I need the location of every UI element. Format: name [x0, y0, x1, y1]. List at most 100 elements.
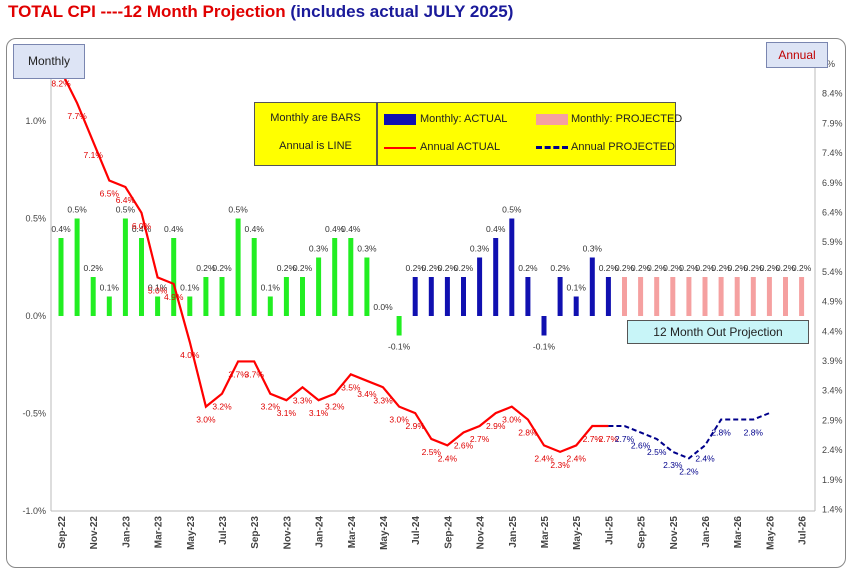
- y-right-tick-label: 8.4%: [822, 89, 843, 99]
- monthly-bar: [139, 238, 144, 316]
- projection-box: 12 Month Out Projection: [627, 320, 809, 344]
- annual-data-label: 2.5%: [422, 447, 442, 457]
- x-tick-label: Nov-23: [282, 516, 293, 550]
- legend-monthly-actual: Monthly: ACTUAL: [420, 113, 508, 125]
- y-right-tick-label: 4.4%: [822, 326, 843, 336]
- monthly-bar-label: 0.4%: [486, 224, 506, 234]
- monthly-bar: [589, 257, 595, 316]
- annual-data-label: 2.5%: [647, 447, 667, 457]
- monthly-bar-label: -0.1%: [388, 342, 411, 352]
- monthly-bar-label: 0.2%: [711, 263, 731, 273]
- monthly-bar: [332, 238, 338, 316]
- y-right-tick-label: 1.4%: [822, 505, 843, 515]
- annual-data-label: 2.4%: [567, 453, 587, 463]
- y-right-tick-label: 3.9%: [822, 356, 843, 366]
- annual-data-label: 2.3%: [550, 460, 570, 470]
- x-tick-label: Jul-25: [604, 516, 615, 545]
- monthly-bar: [702, 277, 708, 316]
- x-tick-label: May-25: [572, 516, 583, 550]
- x-tick-label: Jul-24: [411, 516, 422, 545]
- x-tick-label: Mar-23: [154, 516, 165, 549]
- annual-data-label: 2.6%: [631, 440, 651, 450]
- monthly-bar-label: 0.2%: [776, 263, 796, 273]
- annual-projected-line: [608, 412, 770, 460]
- annual-data-label: 2.9%: [776, 0, 796, 2]
- monthly-bar-label: 0.3%: [309, 244, 329, 254]
- monthly-bar: [348, 238, 354, 316]
- x-tick-label: Jan-26: [701, 516, 712, 548]
- annual-data-label: 3.2%: [212, 402, 232, 412]
- x-tick-label: Mar-25: [540, 516, 551, 549]
- x-tick-label: May-26: [765, 516, 776, 550]
- legend-bars-note: Monthly are BARS: [270, 112, 361, 124]
- monthly-bar: [493, 238, 499, 316]
- legend-swatch-monthly-projected: [536, 114, 568, 125]
- x-tick-label: Sep-22: [57, 516, 68, 549]
- y-left-tick-label: 0.5%: [25, 214, 46, 224]
- monthly-bar-label: 0.2%: [599, 263, 619, 273]
- y-left-tick-label: -0.5%: [22, 409, 46, 419]
- monthly-bar-label: 0.4%: [51, 224, 71, 234]
- legend-annual-actual: Annual ACTUAL: [420, 141, 501, 153]
- annual-data-label: 6.0%: [132, 221, 152, 231]
- chart-frame: [6, 38, 846, 568]
- monthly-bar: [573, 296, 579, 316]
- monthly-bar: [605, 277, 611, 316]
- monthly-bar-label: 0.2%: [792, 263, 812, 273]
- annual-data-label: 3.1%: [309, 408, 329, 418]
- annual-actual-line: [60, 70, 609, 454]
- x-tick-label: Sep-24: [443, 516, 454, 549]
- monthly-bar-label: 0.3%: [470, 244, 490, 254]
- monthly-bar: [267, 296, 273, 316]
- monthly-bar-label: 0.2%: [293, 263, 313, 273]
- annual-data-label: 4.0%: [180, 350, 200, 360]
- monthly-bar: [670, 277, 676, 316]
- monthly-bar-label: 0.1%: [180, 283, 200, 293]
- monthly-bar-label: 0.2%: [679, 263, 699, 273]
- legend-swatch-monthly-actual: [384, 114, 416, 125]
- monthly-bar: [509, 218, 515, 316]
- x-tick-label: Mar-26: [733, 516, 744, 549]
- monthly-bar-label: 0.1%: [148, 283, 168, 293]
- monthly-bar: [155, 296, 161, 316]
- annual-data-label: 2.7%: [583, 434, 603, 444]
- monthly-bar-label: 0.2%: [695, 263, 715, 273]
- monthly-bar-label: 0.2%: [631, 263, 651, 273]
- x-tick-label: Nov-25: [669, 516, 680, 550]
- monthly-bar: [654, 277, 660, 316]
- annual-data-label: 5.0%: [148, 285, 168, 295]
- monthly-bar-label: 0.2%: [518, 263, 538, 273]
- monthly-bar-label: 0.2%: [760, 263, 780, 273]
- monthly-bar-label: 0.1%: [100, 283, 120, 293]
- x-tick-label: Jan-25: [508, 516, 519, 548]
- annual-data-label: 2.3%: [663, 460, 683, 470]
- annual-data-label: 2.8%: [518, 428, 538, 438]
- chart-title: TOTAL CPI ----12 Month Projection (inclu…: [8, 2, 513, 22]
- y-left-tick-label: 0.0%: [25, 311, 46, 321]
- monthly-bar: [638, 277, 644, 316]
- x-tick-label: Jan-24: [315, 516, 326, 548]
- x-tick-label: Nov-22: [89, 516, 100, 550]
- annual-data-label: 3.7%: [228, 369, 248, 379]
- annual-data-label: 2.4%: [695, 453, 715, 463]
- monthly-bar: [412, 277, 418, 316]
- annual-data-label: 3.2%: [325, 402, 345, 412]
- monthly-bar: [300, 277, 305, 316]
- monthly-bar: [541, 316, 547, 336]
- monthly-bar: [106, 296, 112, 316]
- monthly-bar: [718, 277, 724, 316]
- y-right-tick-label: 2.9%: [822, 415, 843, 425]
- monthly-bar: [203, 277, 209, 316]
- monthly-bar: [122, 218, 128, 316]
- monthly-bar-label: 0.2%: [84, 263, 104, 273]
- y-right-tick-label: 4.9%: [822, 297, 843, 307]
- annual-data-label: 3.0%: [389, 415, 409, 425]
- monthly-bar-label: 0.2%: [277, 263, 297, 273]
- monthly-bar: [783, 277, 788, 316]
- title-main: TOTAL CPI ----12 Month Projection: [8, 2, 286, 21]
- monthly-bar: [799, 277, 805, 316]
- monthly-bar: [444, 277, 450, 316]
- y-left-tick-label: -1.0%: [22, 506, 46, 516]
- legend-annual-projected: Annual PROJECTED: [571, 141, 675, 153]
